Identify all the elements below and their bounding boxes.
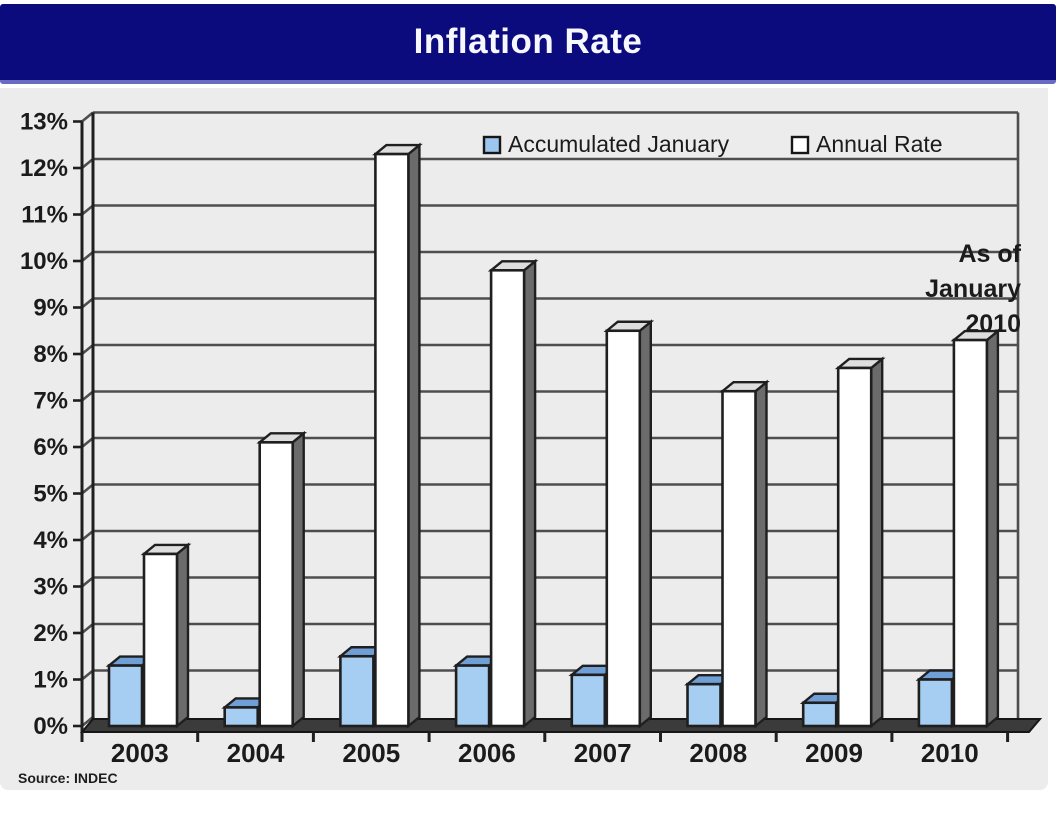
gridline-step xyxy=(81,576,94,588)
gridline-step xyxy=(81,622,94,635)
gridline-step xyxy=(81,157,94,170)
bar-annual-rate-2008-side xyxy=(754,379,768,729)
bar-annual-rate-2005 xyxy=(374,152,410,728)
annotation-line-2: January xyxy=(925,275,1021,303)
bar-accumulated-january-2007 xyxy=(570,673,607,728)
bar-accumulated-january-2008 xyxy=(686,682,722,728)
bar-accumulated-january-2010 xyxy=(917,678,954,728)
gridline-step xyxy=(81,483,94,495)
y-axis-label: 9% xyxy=(33,295,68,322)
legend-label-accumulated-january: Accumulated January xyxy=(508,131,730,157)
bar-annual-rate-2009-side xyxy=(870,356,884,729)
annotation-line-1: As of xyxy=(959,240,1022,268)
bar-annual-rate-2010 xyxy=(952,338,989,728)
bar-annual-rate-2004 xyxy=(258,441,295,728)
bar-annual-rate-2007-side xyxy=(638,319,652,729)
y-axis-label: 8% xyxy=(33,341,68,368)
chart-title-bar: Inflation Rate xyxy=(0,4,1056,84)
bar-annual-rate-2004-side xyxy=(291,430,305,729)
bar-annual-rate-2007 xyxy=(605,329,642,728)
bar-accumulated-january-2005 xyxy=(339,654,375,728)
y-axis-label: 10% xyxy=(20,248,68,275)
bar-annual-rate-2003 xyxy=(142,552,179,728)
bar-annual-rate-2005-side xyxy=(407,142,421,729)
y-axis-label: 2% xyxy=(33,620,68,647)
y-axis-label: 13% xyxy=(20,109,68,136)
gridline-step xyxy=(81,669,94,681)
y-axis-label: 4% xyxy=(33,527,68,554)
bar-annual-rate-2003-side xyxy=(175,542,190,729)
x-axis-label-2004: 2004 xyxy=(227,738,285,768)
annotation-line-3: 2010 xyxy=(965,310,1021,338)
x-axis-label-2008: 2008 xyxy=(689,738,747,768)
x-axis-label-2009: 2009 xyxy=(805,738,863,768)
gridline-step xyxy=(81,111,94,123)
x-axis-label-2005: 2005 xyxy=(342,738,400,768)
y-axis-label: 7% xyxy=(33,388,68,415)
chart-title: Inflation Rate xyxy=(413,22,643,61)
bar-annual-rate-2008 xyxy=(721,389,757,728)
x-axis-label-2007: 2007 xyxy=(574,738,632,768)
gridline-step xyxy=(81,204,94,216)
source-label: Source: INDEC xyxy=(18,770,118,786)
gridline-step xyxy=(81,343,94,356)
gridline-step xyxy=(81,529,94,542)
bar-accumulated-january-2006 xyxy=(454,664,491,728)
bar-accumulated-january-2003 xyxy=(107,664,144,728)
x-axis-label-2003: 2003 xyxy=(111,738,169,768)
gridline-step xyxy=(81,715,94,728)
gridline-step xyxy=(81,436,94,449)
gridline-step xyxy=(81,390,94,402)
chart-floor xyxy=(79,718,1043,733)
y-axis-label: 11% xyxy=(21,202,68,229)
y-axis-label: 6% xyxy=(33,434,68,461)
legend-label-annual-rate: Annual Rate xyxy=(816,131,943,157)
bar-annual-rate-2006 xyxy=(489,268,526,728)
bar-accumulated-january-2004 xyxy=(223,706,259,728)
x-axis-label-2006: 2006 xyxy=(458,738,516,768)
bar-annual-rate-2006-side xyxy=(522,258,537,729)
legend-swatch-annual-rate xyxy=(790,135,810,155)
y-axis-label: 0% xyxy=(33,713,68,740)
gridline-step xyxy=(81,250,94,263)
y-axis-label: 12% xyxy=(20,155,68,182)
y-axis-label: 1% xyxy=(33,667,68,694)
bar-annual-rate-2009 xyxy=(836,366,873,728)
x-axis-label-2010: 2010 xyxy=(921,738,979,768)
y-axis-label: 5% xyxy=(33,481,68,508)
gridline-step xyxy=(81,297,94,309)
y-axis-label: 3% xyxy=(33,574,68,601)
bar-annual-rate-2010-side xyxy=(985,328,1000,729)
legend-swatch-accumulated-january xyxy=(482,135,502,155)
bar-accumulated-january-2009 xyxy=(801,701,838,728)
